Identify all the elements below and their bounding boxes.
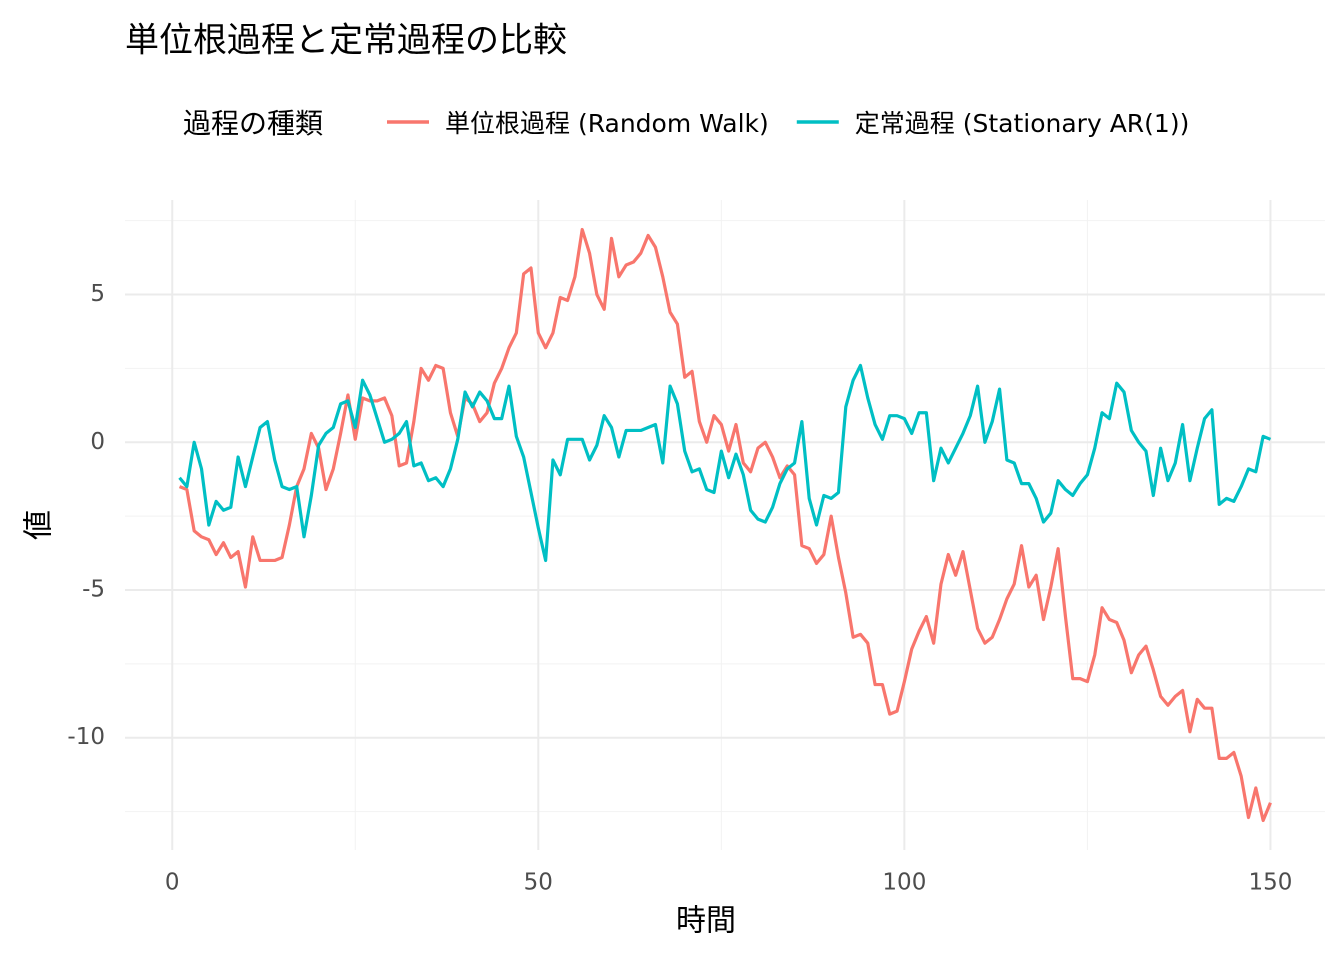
- x-axis-label: 時間: [676, 904, 736, 939]
- x-tick-label: 100: [882, 870, 926, 896]
- legend-label: 単位根過程 (Random Walk): [445, 109, 769, 138]
- legend-label: 定常過程 (Stationary AR(1)): [855, 109, 1190, 138]
- x-tick-label: 50: [524, 870, 553, 896]
- y-tick-label: 5: [90, 281, 105, 307]
- y-tick-label: 0: [90, 429, 105, 455]
- series-line: [178, 227, 1272, 823]
- series-line: [178, 363, 1272, 563]
- chart-title: 単位根過程と定常過程の比較: [125, 21, 567, 61]
- legend-title: 過程の種類: [183, 107, 323, 140]
- y-axis-label: 値: [22, 510, 57, 540]
- y-tick-label: -10: [67, 724, 105, 750]
- x-tick-label: 0: [165, 870, 180, 896]
- y-tick-label: -5: [82, 577, 105, 603]
- x-tick-label: 150: [1249, 870, 1293, 896]
